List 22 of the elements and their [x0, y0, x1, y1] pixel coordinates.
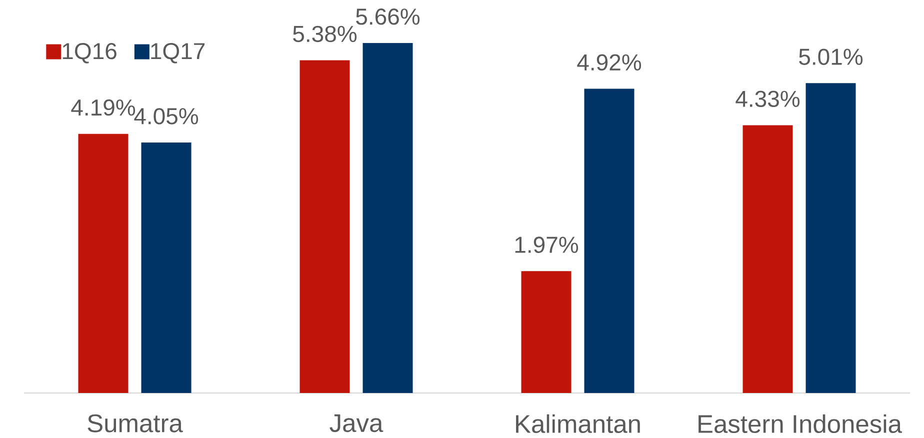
bar: [521, 271, 572, 393]
data-label: 5.66%: [356, 8, 420, 25]
bar: [362, 42, 413, 393]
bar: [141, 142, 192, 393]
data-label: 4.05%: [134, 108, 198, 124]
bar: [300, 60, 350, 393]
data-label: 4.92%: [577, 54, 642, 71]
data-label: 5.01%: [799, 48, 863, 65]
bar: [78, 134, 128, 393]
data-label: 5.38%: [293, 26, 357, 42]
data-label: 4.33%: [736, 90, 800, 108]
bar: [584, 88, 634, 393]
data-label: 1.97%: [515, 236, 578, 253]
x-tick-label: Eastern Indonesia: [698, 414, 902, 434]
bar: [742, 125, 793, 393]
legend-label: 1Q16: [62, 42, 116, 64]
x-tick-label: Sumatra: [88, 414, 183, 432]
data-label: 4.19%: [71, 99, 136, 116]
legend-label: 1Q17: [151, 42, 205, 64]
x-tick-label: Java: [330, 414, 384, 432]
bar: [806, 83, 856, 393]
x-tick-label: Kalimantan: [516, 414, 640, 434]
